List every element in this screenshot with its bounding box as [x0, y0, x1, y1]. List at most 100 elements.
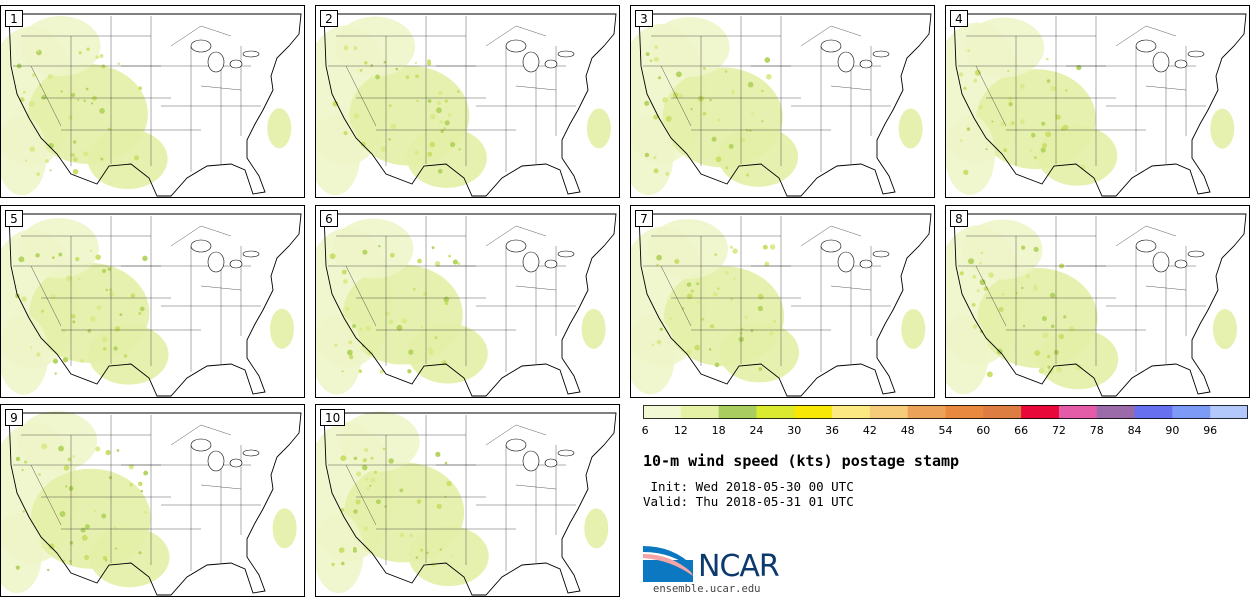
wind-speckle	[979, 279, 986, 286]
wind-speckle	[99, 108, 105, 114]
wind-speckle	[980, 251, 984, 255]
colorbar-tick-label: 78	[1089, 424, 1104, 437]
wind-speckle	[365, 477, 369, 481]
wind-speckle	[366, 487, 370, 491]
wind-speckle	[1046, 79, 1051, 83]
wind-speckle	[1020, 83, 1025, 89]
country-outline	[638, 13, 932, 197]
wind-speckle	[58, 252, 63, 257]
colorbar-tick-label: 54	[938, 424, 953, 437]
wind-speckle	[974, 69, 981, 76]
state-border	[200, 484, 242, 490]
map-panel-3: 3	[630, 5, 935, 198]
colorbar-swatch	[1096, 405, 1136, 419]
wind-speckle	[979, 261, 982, 265]
wind-speckle	[728, 144, 734, 149]
wind-field	[649, 17, 730, 78]
wind-speckle	[388, 458, 394, 464]
wind-speckle	[45, 158, 49, 163]
wind-speckle	[352, 324, 356, 328]
wind-speckle	[1063, 315, 1067, 319]
wind-speckle	[451, 555, 454, 558]
wind-speckle	[388, 104, 392, 108]
wind-speckle	[138, 86, 143, 91]
wind-speckle	[379, 369, 384, 374]
wind-speckle	[430, 113, 436, 120]
wind-speckle	[15, 565, 20, 570]
great-lake	[1135, 239, 1157, 253]
country-outline	[323, 13, 617, 197]
wind-speckle	[694, 344, 700, 351]
wind-speckle	[750, 329, 754, 333]
wind-speckle	[1058, 333, 1065, 340]
wind-speckle	[72, 168, 79, 175]
wind-speckle	[960, 139, 963, 142]
wind-speckle	[66, 275, 72, 282]
wind-speckle	[116, 449, 120, 452]
figure-title: 10-m wind speed (kts) postage stamp	[643, 452, 960, 470]
state-border	[660, 265, 692, 327]
colorbar-swatch	[1210, 405, 1248, 419]
wind-speckle	[446, 481, 452, 487]
wind-speckle	[654, 56, 659, 62]
wind-field	[18, 218, 99, 279]
wind-speckle	[62, 559, 66, 562]
wind-speckle	[139, 306, 145, 312]
wind-speckle	[75, 256, 80, 262]
wind-speckle	[690, 289, 695, 293]
panel-number: 1	[5, 10, 23, 27]
wind-speckle	[36, 49, 40, 53]
wind-speckle	[363, 526, 369, 531]
wind-speckle	[41, 94, 47, 100]
wind-speckle	[71, 314, 76, 319]
wind-speckle	[18, 256, 25, 263]
wind-speckle	[1050, 85, 1057, 92]
great-lake	[557, 250, 575, 258]
wind-speckle	[341, 370, 344, 373]
wind-speckle	[373, 470, 378, 474]
wind-speckle	[353, 46, 358, 51]
great-lake	[1152, 251, 1170, 273]
wind-speckle	[665, 115, 672, 122]
wind-speckle	[644, 100, 650, 106]
wind-speckle	[395, 67, 399, 71]
great-lake	[1187, 50, 1205, 58]
wind-speckle	[1062, 124, 1069, 131]
wind-speckle	[21, 468, 24, 472]
great-lake	[207, 450, 225, 472]
wind-speckle	[365, 325, 371, 332]
wind-speckle	[375, 499, 381, 505]
state-border	[800, 25, 862, 47]
colorbar-tick-label: 48	[900, 424, 915, 437]
state-border	[200, 85, 242, 91]
wind-speckle	[85, 87, 89, 91]
wind-speckle	[740, 137, 746, 143]
wind-speckle	[353, 113, 360, 119]
wind-speckle	[978, 105, 984, 110]
state-border	[485, 225, 547, 247]
wind-speckle	[69, 541, 74, 545]
wind-speckle	[747, 81, 754, 88]
panel-number: 3	[635, 10, 653, 27]
wind-field	[962, 219, 1043, 280]
country-outline	[8, 412, 302, 596]
state-border	[30, 464, 62, 526]
wind-speckle	[348, 354, 354, 360]
state-border	[660, 65, 692, 127]
wind-speckle	[702, 66, 706, 70]
wind-speckle	[348, 340, 353, 345]
wind-speckle	[359, 327, 364, 331]
wind-speckle	[444, 301, 449, 306]
ncar-logo	[643, 546, 693, 582]
panel-number: 2	[320, 10, 338, 27]
colorbar-tick-label: 24	[749, 424, 764, 437]
wind-speckle	[96, 305, 102, 311]
wind-speckle	[656, 339, 662, 345]
wind-speckle	[390, 123, 397, 130]
wind-speckle	[341, 269, 347, 275]
wind-speckle	[1015, 292, 1019, 295]
wind-speckle	[1068, 325, 1075, 332]
state-border	[1145, 85, 1187, 91]
wind-speckle	[457, 262, 461, 266]
wind-speckle	[117, 62, 121, 66]
